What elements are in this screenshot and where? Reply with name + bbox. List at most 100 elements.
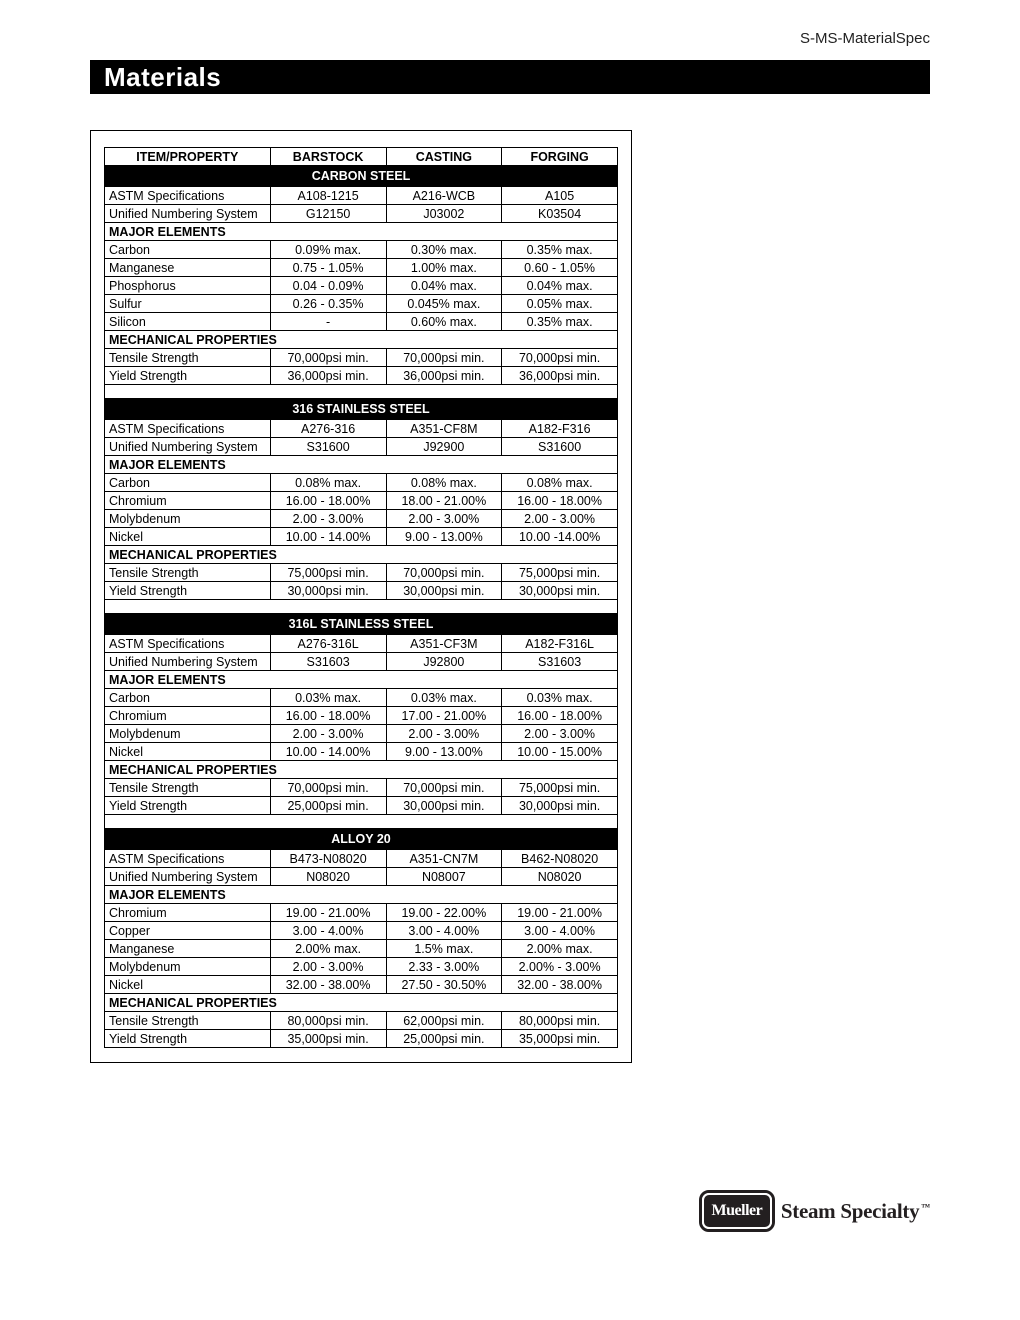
table-row: ALLOY 20	[105, 829, 618, 850]
table-row: 316L STAINLESS STEEL	[105, 614, 618, 635]
table-cell: 36,000psi min.	[386, 367, 502, 385]
table-cell: 0.26 - 0.35%	[270, 295, 386, 313]
table-cell: 1.5% max.	[386, 940, 502, 958]
table-cell: B473-N08020	[270, 850, 386, 868]
table-cell: 19.00 - 21.00%	[270, 904, 386, 922]
table-cell: S31600	[270, 438, 386, 456]
table-cell: Sulfur	[105, 295, 271, 313]
table-cell: 70,000psi min.	[386, 349, 502, 367]
table-cell: 0.03% max.	[270, 689, 386, 707]
table-cell: 18.00 - 21.00%	[386, 492, 502, 510]
table-cell: 16.00 - 18.00%	[502, 707, 618, 725]
table-row: Manganese0.75 - 1.05%1.00% max.0.60 - 1.…	[105, 259, 618, 277]
table-cell: 36,000psi min.	[502, 367, 618, 385]
table-cell: N08020	[270, 868, 386, 886]
document-code: S-MS-MaterialSpec	[800, 30, 930, 47]
brand-badge-text: Mueller	[704, 1195, 770, 1227]
table-cell	[105, 385, 618, 399]
table-row: ASTM SpecificationsA108-1215A216-WCBA105	[105, 187, 618, 205]
table-row: ITEM/PROPERTYBARSTOCKCASTINGFORGING	[105, 148, 618, 166]
table-cell: 0.03% max.	[386, 689, 502, 707]
table-row: MECHANICAL PROPERTIES	[105, 546, 618, 564]
table-cell: -	[270, 313, 386, 331]
table-cell: MECHANICAL PROPERTIES	[105, 546, 618, 564]
table-cell: J92800	[386, 653, 502, 671]
table-cell: 0.045% max.	[386, 295, 502, 313]
table-cell: 80,000psi min.	[270, 1012, 386, 1030]
table-cell: ASTM Specifications	[105, 635, 271, 653]
table-cell	[105, 815, 618, 829]
table-cell: 16.00 - 18.00%	[270, 707, 386, 725]
table-cell: Tensile Strength	[105, 779, 271, 797]
table-cell: 16.00 - 18.00%	[270, 492, 386, 510]
table-cell: 75,000psi min.	[502, 564, 618, 582]
materials-table-container: ITEM/PROPERTYBARSTOCKCASTINGFORGINGCARBO…	[90, 130, 632, 1063]
table-cell: 3.00 - 4.00%	[270, 922, 386, 940]
table-row: 316 STAINLESS STEEL	[105, 399, 618, 420]
table-cell: Carbon	[105, 241, 271, 259]
table-cell: 25,000psi min.	[386, 1030, 502, 1048]
table-cell: Unified Numbering System	[105, 205, 271, 223]
table-row: ASTM SpecificationsA276-316A351-CF8MA182…	[105, 420, 618, 438]
table-row: ASTM SpecificationsB473-N08020A351-CN7MB…	[105, 850, 618, 868]
brand-logo: Mueller Steam Specialty™	[699, 1190, 930, 1232]
table-row: Chromium16.00 - 18.00%17.00 - 21.00%16.0…	[105, 707, 618, 725]
table-row: Chromium19.00 - 21.00%19.00 - 22.00%19.0…	[105, 904, 618, 922]
table-cell: 70,000psi min.	[270, 349, 386, 367]
table-cell: Carbon	[105, 474, 271, 492]
table-cell: 32.00 - 38.00%	[502, 976, 618, 994]
table-cell: 70,000psi min.	[502, 349, 618, 367]
table-cell: Yield Strength	[105, 582, 271, 600]
table-cell: G12150	[270, 205, 386, 223]
table-cell: 17.00 - 21.00%	[386, 707, 502, 725]
table-cell: A108-1215	[270, 187, 386, 205]
brand-badge: Mueller	[699, 1190, 775, 1232]
table-cell: 9.00 - 13.00%	[386, 528, 502, 546]
table-cell: B462-N08020	[502, 850, 618, 868]
table-cell: Yield Strength	[105, 797, 271, 815]
table-row: Unified Numbering SystemN08020N08007N080…	[105, 868, 618, 886]
table-cell: 30,000psi min.	[502, 797, 618, 815]
table-cell: 2.00 - 3.00%	[386, 510, 502, 528]
table-row: Unified Numbering SystemG12150J03002K035…	[105, 205, 618, 223]
table-cell: MECHANICAL PROPERTIES	[105, 994, 618, 1012]
table-cell: A182-F316L	[502, 635, 618, 653]
table-cell: CASTING	[386, 148, 502, 166]
table-cell: Chromium	[105, 707, 271, 725]
table-row: CARBON STEEL	[105, 166, 618, 187]
table-cell: 2.00 - 3.00%	[270, 958, 386, 976]
table-cell: N08020	[502, 868, 618, 886]
table-cell: 2.00 - 3.00%	[386, 725, 502, 743]
table-cell: J92900	[386, 438, 502, 456]
table-cell: ASTM Specifications	[105, 420, 271, 438]
table-row: ASTM SpecificationsA276-316LA351-CF3MA18…	[105, 635, 618, 653]
table-cell: 10.00 - 14.00%	[270, 743, 386, 761]
table-cell: MECHANICAL PROPERTIES	[105, 761, 618, 779]
table-cell: A351-CF8M	[386, 420, 502, 438]
table-cell: Manganese	[105, 940, 271, 958]
table-cell: 0.04% max.	[386, 277, 502, 295]
table-row: Carbon0.03% max.0.03% max.0.03% max.	[105, 689, 618, 707]
table-row: Yield Strength35,000psi min.25,000psi mi…	[105, 1030, 618, 1048]
table-cell: CARBON STEEL	[105, 166, 618, 187]
table-row: MAJOR ELEMENTS	[105, 886, 618, 904]
table-row: Molybdenum2.00 - 3.00%2.00 - 3.00%2.00 -…	[105, 510, 618, 528]
table-row: Yield Strength30,000psi min.30,000psi mi…	[105, 582, 618, 600]
table-cell: Molybdenum	[105, 958, 271, 976]
table-cell: 2.00% max.	[502, 940, 618, 958]
table-cell: ASTM Specifications	[105, 850, 271, 868]
table-cell: 32.00 - 38.00%	[270, 976, 386, 994]
table-row: Silicon-0.60% max.0.35% max.	[105, 313, 618, 331]
table-cell: 2.33 - 3.00%	[386, 958, 502, 976]
table-cell: 1.00% max.	[386, 259, 502, 277]
table-row: Nickel10.00 - 14.00%9.00 - 13.00%10.00 -…	[105, 528, 618, 546]
table-row: Phosphorus0.04 - 0.09%0.04% max.0.04% ma…	[105, 277, 618, 295]
table-cell: 2.00 - 3.00%	[270, 510, 386, 528]
table-row: Carbon0.09% max.0.30% max.0.35% max.	[105, 241, 618, 259]
table-cell: MAJOR ELEMENTS	[105, 223, 618, 241]
table-cell: 19.00 - 22.00%	[386, 904, 502, 922]
table-cell: 2.00% - 3.00%	[502, 958, 618, 976]
table-cell: 10.00 -14.00%	[502, 528, 618, 546]
table-row: Nickel10.00 - 14.00%9.00 - 13.00%10.00 -…	[105, 743, 618, 761]
table-row: Tensile Strength75,000psi min.70,000psi …	[105, 564, 618, 582]
